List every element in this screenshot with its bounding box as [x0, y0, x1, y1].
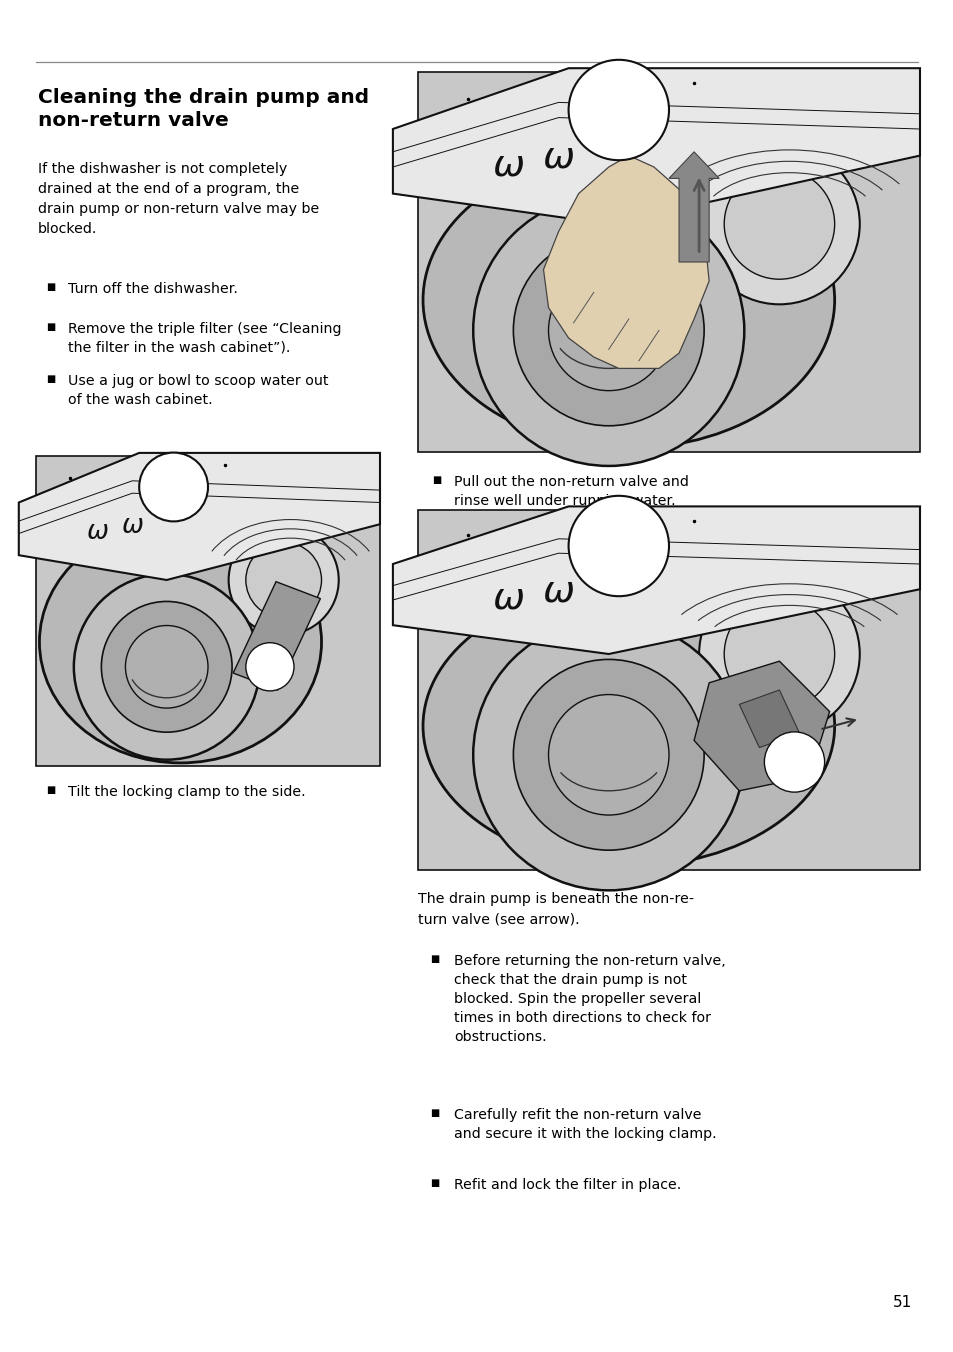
- Circle shape: [699, 143, 859, 304]
- Text: ω: ω: [492, 580, 524, 617]
- Polygon shape: [739, 690, 799, 748]
- Circle shape: [723, 599, 834, 710]
- Polygon shape: [694, 661, 829, 791]
- Bar: [36, 456, 379, 767]
- Text: Cleaning the drain pump and
non-return valve: Cleaning the drain pump and non-return v…: [38, 88, 369, 130]
- Circle shape: [513, 660, 703, 850]
- Circle shape: [568, 496, 668, 596]
- Circle shape: [763, 731, 823, 792]
- Text: If the dishwasher is not completely
drained at the end of a program, the
drain p: If the dishwasher is not completely drai…: [38, 162, 319, 237]
- Polygon shape: [233, 581, 320, 690]
- Ellipse shape: [422, 585, 834, 867]
- Text: ω: ω: [492, 147, 524, 183]
- Circle shape: [473, 619, 743, 891]
- Text: The drain pump is beneath the non-re-
turn valve (see arrow).: The drain pump is beneath the non-re- tu…: [417, 892, 694, 926]
- Circle shape: [513, 235, 703, 426]
- Bar: [417, 510, 919, 869]
- Text: ■: ■: [46, 283, 55, 292]
- Text: ■: ■: [430, 1178, 438, 1188]
- Text: ω: ω: [87, 519, 109, 545]
- Circle shape: [246, 542, 321, 618]
- Text: ■: ■: [432, 475, 441, 485]
- Text: Before returning the non-return valve,
check that the drain pump is not
blocked.: Before returning the non-return valve, c…: [454, 955, 725, 1044]
- Polygon shape: [393, 68, 919, 224]
- Polygon shape: [19, 453, 379, 580]
- Text: ω: ω: [542, 139, 574, 176]
- Text: Use a jug or bowl to scoop water out
of the wash cabinet.: Use a jug or bowl to scoop water out of …: [68, 375, 328, 407]
- Text: Refit and lock the filter in place.: Refit and lock the filter in place.: [454, 1178, 680, 1192]
- Circle shape: [101, 602, 232, 733]
- Text: ω: ω: [542, 573, 574, 608]
- Circle shape: [73, 573, 259, 760]
- Circle shape: [548, 695, 668, 815]
- Circle shape: [723, 169, 834, 280]
- Circle shape: [699, 573, 859, 734]
- Circle shape: [568, 59, 668, 160]
- Text: 51: 51: [892, 1295, 911, 1310]
- Text: Remove the triple filter (see “Cleaning
the filter in the wash cabinet”).: Remove the triple filter (see “Cleaning …: [68, 322, 341, 356]
- Circle shape: [473, 195, 743, 466]
- Text: ω: ω: [121, 512, 143, 538]
- Ellipse shape: [422, 151, 834, 449]
- Text: ■: ■: [46, 322, 55, 333]
- Ellipse shape: [39, 521, 321, 763]
- Text: ■: ■: [430, 1109, 438, 1118]
- Circle shape: [229, 525, 338, 635]
- FancyArrow shape: [668, 151, 719, 262]
- Polygon shape: [543, 155, 708, 368]
- Text: ■: ■: [430, 955, 438, 964]
- Circle shape: [139, 453, 208, 522]
- Text: ■: ■: [46, 786, 55, 795]
- Bar: [417, 72, 919, 452]
- Circle shape: [548, 270, 668, 391]
- Text: Tilt the locking clamp to the side.: Tilt the locking clamp to the side.: [68, 786, 305, 799]
- Text: Carefully refit the non-return valve
and secure it with the locking clamp.: Carefully refit the non-return valve and…: [454, 1109, 716, 1141]
- Text: ■: ■: [46, 375, 55, 384]
- Circle shape: [246, 642, 294, 691]
- Polygon shape: [393, 507, 919, 654]
- Circle shape: [125, 626, 208, 708]
- Text: Turn off the dishwasher.: Turn off the dishwasher.: [68, 283, 237, 296]
- Text: Pull out the non-return valve and
rinse well under running water.: Pull out the non-return valve and rinse …: [454, 475, 688, 508]
